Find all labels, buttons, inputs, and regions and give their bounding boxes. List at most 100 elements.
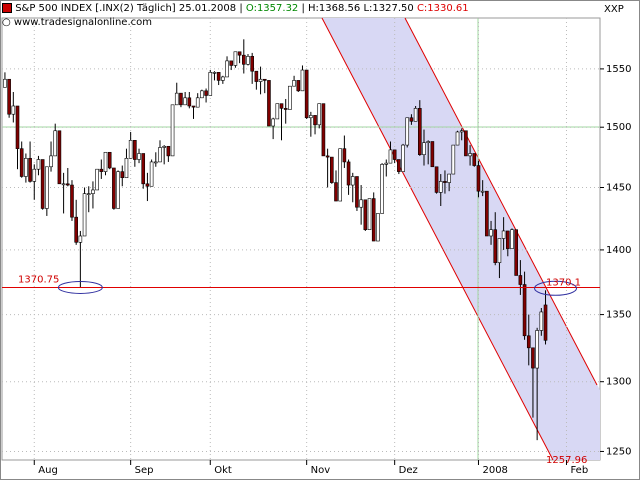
candle-body bbox=[543, 304, 548, 341]
candle-body bbox=[116, 171, 120, 209]
candle-body bbox=[187, 97, 192, 107]
candle-body bbox=[170, 104, 175, 157]
candle-body bbox=[443, 181, 447, 183]
candle-body bbox=[317, 103, 322, 126]
x-tick-label: Nov bbox=[311, 465, 331, 476]
candle-body bbox=[493, 229, 498, 263]
x-tick-label: Okt bbox=[214, 465, 232, 476]
x-tick-label: Dez bbox=[399, 465, 418, 476]
trend-channel bbox=[322, 18, 600, 460]
candle-body bbox=[11, 105, 16, 115]
candle-body bbox=[153, 161, 158, 164]
candle-body bbox=[451, 144, 456, 175]
candle-body bbox=[489, 229, 493, 237]
candle-body bbox=[7, 78, 11, 115]
candle-body bbox=[49, 155, 53, 168]
candle-body bbox=[518, 275, 523, 285]
y-tick-label: 1250 bbox=[606, 446, 631, 457]
candle-body bbox=[267, 80, 271, 127]
candle-body bbox=[531, 347, 535, 369]
candle-body bbox=[526, 335, 531, 349]
x-tick-label: Aug bbox=[38, 465, 58, 476]
candle-body bbox=[53, 130, 58, 157]
candle-body bbox=[283, 108, 288, 110]
candle-body bbox=[497, 238, 502, 263]
y-tick-label: 1300 bbox=[606, 377, 631, 388]
candle-body bbox=[107, 151, 112, 169]
candle-body bbox=[103, 151, 108, 172]
candle-body bbox=[397, 159, 401, 172]
candle-body bbox=[36, 159, 41, 170]
y-tick-label: 1500 bbox=[606, 122, 631, 133]
candle-body bbox=[309, 115, 313, 119]
candle-body bbox=[246, 56, 250, 65]
candle-body bbox=[350, 176, 355, 186]
candle-body bbox=[166, 145, 171, 157]
annotation: 1257.96 bbox=[546, 455, 587, 466]
candle-body bbox=[371, 198, 376, 242]
candle-body bbox=[195, 97, 200, 108]
y-tick-label: 1400 bbox=[606, 245, 631, 256]
source-text: www.tradesignalonline.com bbox=[13, 17, 152, 28]
candle-body bbox=[15, 105, 20, 149]
candle-body bbox=[279, 103, 284, 109]
candle-body bbox=[296, 80, 301, 92]
candle-body bbox=[78, 235, 83, 243]
candle-body bbox=[70, 184, 74, 218]
candle-body bbox=[32, 168, 37, 182]
candle-body bbox=[380, 164, 384, 214]
candle-body bbox=[237, 51, 242, 56]
candle-body bbox=[405, 117, 410, 146]
candle-body bbox=[3, 78, 7, 88]
candle-body bbox=[258, 78, 263, 82]
candle-body bbox=[40, 159, 45, 209]
candle-body bbox=[506, 230, 510, 249]
candle-body bbox=[19, 148, 24, 177]
high: H:1368.56 bbox=[308, 3, 361, 14]
y-tick-label: 1350 bbox=[606, 310, 631, 321]
candle-body bbox=[262, 78, 267, 81]
candle-body bbox=[401, 144, 405, 172]
candle-body bbox=[124, 158, 129, 179]
channel-lower bbox=[321, 17, 554, 461]
candle-body bbox=[158, 147, 162, 163]
candle-body bbox=[342, 148, 347, 163]
candle-body bbox=[434, 166, 439, 193]
candle-body bbox=[539, 311, 544, 331]
candle-body bbox=[418, 108, 422, 155]
open: O:1357.32 bbox=[245, 3, 299, 14]
candle-body bbox=[367, 198, 372, 230]
candle-body bbox=[413, 108, 418, 122]
candle-body bbox=[221, 76, 225, 81]
candle-body bbox=[321, 103, 326, 157]
candle-body bbox=[464, 130, 468, 157]
candle-body bbox=[346, 161, 351, 186]
marker bbox=[534, 280, 578, 296]
candle-body bbox=[179, 92, 183, 106]
candle-body bbox=[338, 148, 342, 202]
candle-body bbox=[384, 162, 389, 165]
candle-body bbox=[300, 69, 305, 92]
candle-body bbox=[288, 85, 292, 110]
candle-body bbox=[229, 60, 234, 66]
y-tick-label: 1450 bbox=[606, 182, 631, 193]
candle-body bbox=[485, 190, 489, 237]
header: S&P 500 INDEX [.INX(2) Täglich] 25.01.20… bbox=[2, 3, 469, 14]
x-tick-label: Sep bbox=[135, 465, 154, 476]
candle-body bbox=[409, 117, 414, 122]
channel-upper bbox=[404, 17, 598, 386]
candle-body bbox=[149, 161, 154, 187]
candle-body bbox=[304, 69, 309, 119]
candle-body bbox=[459, 130, 464, 133]
candle-body bbox=[145, 183, 150, 187]
annotation: 1370.75 bbox=[18, 274, 59, 285]
candle-body bbox=[325, 155, 330, 158]
candle-body bbox=[359, 199, 363, 208]
candle-body bbox=[480, 190, 485, 193]
candle-body bbox=[355, 176, 359, 208]
candle-body bbox=[216, 72, 221, 81]
candle-body bbox=[535, 330, 539, 369]
candle-body bbox=[28, 158, 32, 182]
